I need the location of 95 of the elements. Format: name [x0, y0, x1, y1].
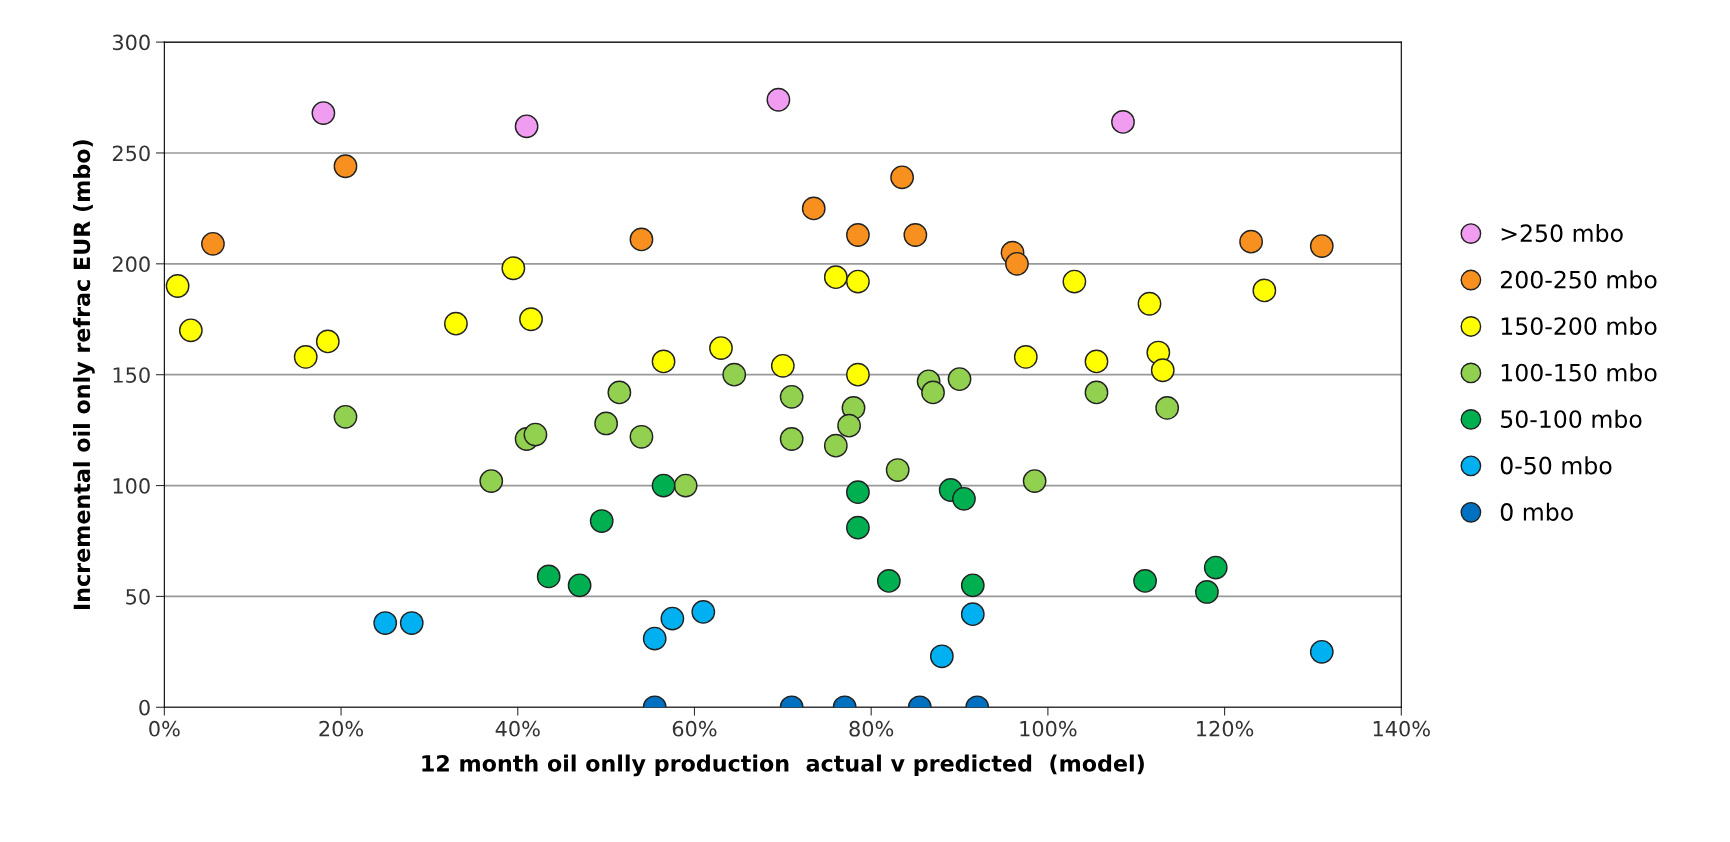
x-tick-label: 60%: [672, 720, 717, 737]
x-tick-label: 80%: [849, 720, 894, 737]
point: [1309, 639, 1334, 664]
point: [1084, 380, 1109, 405]
point: [770, 353, 795, 378]
point: [523, 422, 548, 447]
point: [952, 486, 976, 511]
point: [1022, 469, 1047, 494]
point: [779, 384, 804, 409]
point: [1013, 345, 1038, 369]
point: [846, 362, 870, 387]
point: [594, 411, 619, 436]
x-tick-label: 140%: [1373, 720, 1430, 737]
point: [1239, 229, 1263, 254]
point: [846, 223, 870, 247]
point: [1150, 358, 1175, 383]
y-tick-label: 50: [126, 588, 150, 605]
point: [1137, 291, 1162, 316]
point: [178, 318, 203, 343]
point: [536, 564, 561, 589]
point: [651, 473, 676, 498]
point: [165, 274, 190, 298]
point: [846, 515, 870, 540]
point: [885, 458, 910, 482]
point: [333, 154, 358, 179]
point: [315, 329, 340, 354]
point: [960, 573, 985, 598]
x-tick-label: 40%: [495, 720, 540, 737]
point: [373, 611, 398, 635]
point: [823, 433, 848, 458]
point: [960, 602, 985, 627]
point: [589, 509, 614, 533]
point: [607, 380, 632, 405]
point: [293, 345, 318, 369]
point: [722, 362, 747, 387]
point: [1111, 110, 1135, 134]
point: [846, 269, 870, 294]
legend-label: >250 mbo: [1501, 223, 1623, 243]
legend-label: 0 mbo: [1500, 502, 1573, 521]
legend-label: 150-200 mbo: [1501, 316, 1657, 336]
point: [651, 349, 676, 374]
point: [801, 196, 826, 221]
point: [479, 469, 504, 494]
x-tick-label: 120%: [1197, 720, 1254, 737]
point: [1203, 555, 1228, 580]
y-axis-title: Incremental oil only refrac EUR (mbo): [73, 140, 95, 610]
point: [629, 227, 654, 252]
point: [519, 307, 543, 332]
point: [837, 413, 861, 438]
point: [903, 223, 928, 247]
x-tick-label: 20%: [319, 720, 364, 737]
point: [929, 644, 954, 669]
point: [514, 114, 539, 139]
point: [1195, 580, 1219, 604]
point: [1084, 349, 1109, 374]
point: [1062, 269, 1087, 294]
point: [567, 573, 592, 598]
x-tick-label: 100%: [1020, 720, 1077, 737]
point: [444, 311, 468, 336]
point: [501, 256, 526, 281]
point: [823, 265, 848, 290]
legend-label: 100-150 mbo: [1501, 363, 1657, 382]
point: [333, 404, 358, 429]
legend-label: 200-250 mbo: [1500, 270, 1657, 289]
x-axis-title: 12 month oil onlly production actual v predicted (model): [422, 754, 1144, 777]
y-tick-label: 100: [113, 478, 150, 494]
point: [673, 473, 698, 498]
y-tick-label: 250: [112, 145, 150, 162]
point: [1252, 278, 1277, 303]
y-tick-label: 300: [112, 34, 150, 51]
point: [779, 427, 804, 451]
point: [1309, 234, 1334, 258]
point: [921, 380, 945, 405]
point: [691, 600, 716, 624]
point: [709, 336, 733, 360]
point: [876, 569, 901, 593]
point: [1133, 569, 1157, 593]
point: [890, 165, 914, 190]
point: [201, 231, 225, 256]
legend-label: 50-100 mbo: [1501, 409, 1642, 428]
y-tick-label: 0: [139, 699, 150, 716]
point: [660, 606, 685, 631]
point: [1005, 251, 1029, 276]
point: [766, 87, 791, 112]
point: [947, 367, 972, 392]
legend-label: 0-50 mbo: [1500, 456, 1612, 475]
point: [1155, 396, 1180, 420]
point: [311, 101, 336, 125]
x-tick-label: 0%: [149, 720, 180, 737]
point: [846, 480, 870, 505]
point: [642, 626, 667, 651]
point: [629, 424, 654, 449]
y-tick-label: 150: [113, 367, 150, 383]
y-tick-label: 200: [112, 256, 150, 273]
point: [399, 611, 424, 635]
